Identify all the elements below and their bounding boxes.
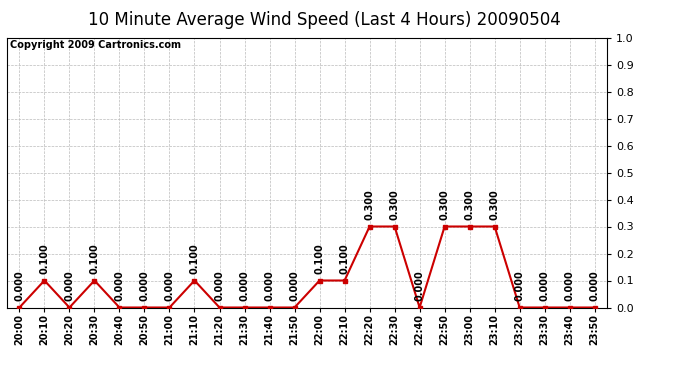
Text: 0.300: 0.300 [490,189,500,219]
Text: 10 Minute Average Wind Speed (Last 4 Hours) 20090504: 10 Minute Average Wind Speed (Last 4 Hou… [88,11,561,29]
Text: 0.300: 0.300 [464,189,475,219]
Text: 0.100: 0.100 [190,243,199,273]
Text: 0.300: 0.300 [390,189,400,219]
Text: 0.000: 0.000 [264,270,275,300]
Text: 0.100: 0.100 [90,243,99,273]
Text: 0.000: 0.000 [64,270,75,300]
Text: 0.100: 0.100 [39,243,50,273]
Text: 0.000: 0.000 [590,270,600,300]
Text: 0.000: 0.000 [139,270,150,300]
Text: 0.100: 0.100 [339,243,350,273]
Text: 0.100: 0.100 [315,243,324,273]
Text: 0.000: 0.000 [515,270,524,300]
Text: 0.000: 0.000 [290,270,299,300]
Text: 0.000: 0.000 [564,270,575,300]
Text: 0.000: 0.000 [115,270,124,300]
Text: Copyright 2009 Cartronics.com: Copyright 2009 Cartronics.com [10,40,181,50]
Text: 0.000: 0.000 [415,270,424,300]
Text: 0.000: 0.000 [14,270,24,300]
Text: 0.000: 0.000 [164,270,175,300]
Text: 0.300: 0.300 [364,189,375,219]
Text: 0.300: 0.300 [440,189,450,219]
Text: 0.000: 0.000 [239,270,250,300]
Text: 0.000: 0.000 [540,270,550,300]
Text: 0.000: 0.000 [215,270,224,300]
